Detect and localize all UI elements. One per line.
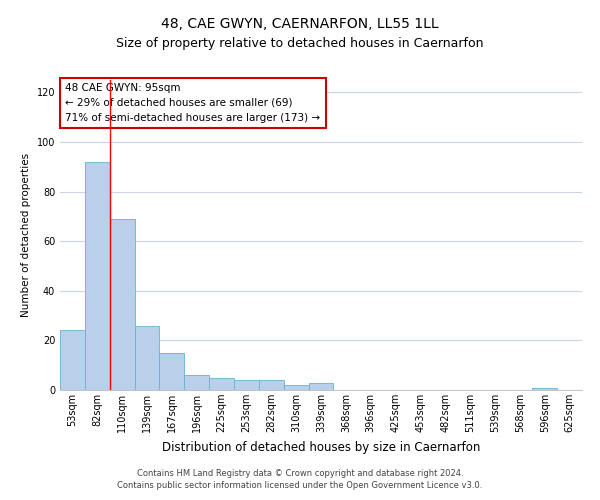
Text: 48 CAE GWYN: 95sqm
← 29% of detached houses are smaller (69)
71% of semi-detache: 48 CAE GWYN: 95sqm ← 29% of detached hou… xyxy=(65,83,320,122)
X-axis label: Distribution of detached houses by size in Caernarfon: Distribution of detached houses by size … xyxy=(162,440,480,454)
Text: Size of property relative to detached houses in Caernarfon: Size of property relative to detached ho… xyxy=(116,38,484,51)
Bar xyxy=(134,326,160,390)
Bar xyxy=(259,380,284,390)
Bar xyxy=(532,388,557,390)
Text: 48, CAE GWYN, CAERNARFON, LL55 1LL: 48, CAE GWYN, CAERNARFON, LL55 1LL xyxy=(161,18,439,32)
Bar xyxy=(110,219,134,390)
Y-axis label: Number of detached properties: Number of detached properties xyxy=(21,153,31,317)
Bar xyxy=(284,385,308,390)
Bar xyxy=(234,380,259,390)
Text: Contains HM Land Registry data © Crown copyright and database right 2024.: Contains HM Land Registry data © Crown c… xyxy=(137,468,463,477)
Bar xyxy=(209,378,234,390)
Bar xyxy=(160,353,184,390)
Bar xyxy=(308,382,334,390)
Bar xyxy=(85,162,110,390)
Text: Contains public sector information licensed under the Open Government Licence v3: Contains public sector information licen… xyxy=(118,481,482,490)
Bar xyxy=(184,375,209,390)
Bar xyxy=(60,330,85,390)
